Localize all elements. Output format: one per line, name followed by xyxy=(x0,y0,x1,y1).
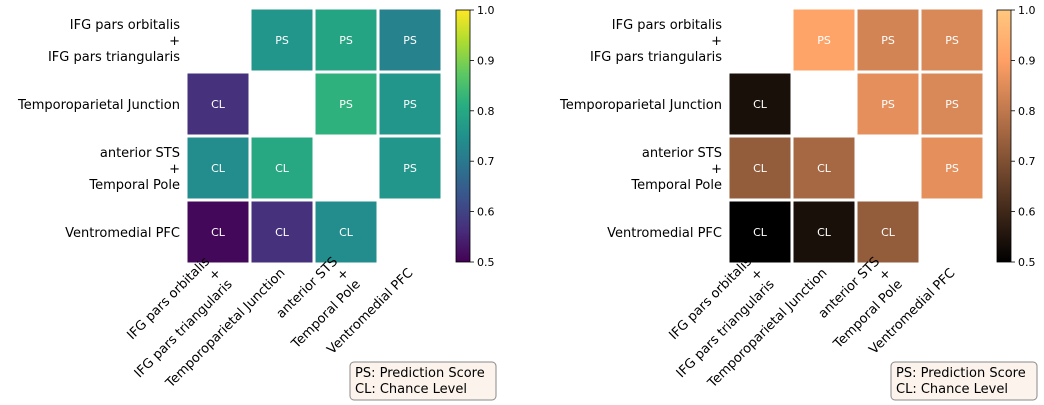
heatmap-cell xyxy=(921,137,983,199)
legend-box xyxy=(890,361,1038,401)
heatmap-cell xyxy=(857,9,919,71)
legend-entry: CL: Chance Level xyxy=(355,382,467,397)
colorbar-tick-label: 0.7 xyxy=(477,155,495,168)
legend-entry: PS: Prediction Score xyxy=(896,366,1026,381)
cell-label: CL xyxy=(211,226,226,239)
heatmap-cell xyxy=(921,73,983,135)
cell-label: PS xyxy=(275,34,289,47)
heatmap-cell xyxy=(251,201,313,263)
legend-entry: CL: Chance Level xyxy=(896,382,1008,397)
heatmap-cell xyxy=(793,9,855,71)
cell-label: CL xyxy=(275,162,290,175)
row-label: IFG pars orbitalis xyxy=(612,18,722,33)
cell-label: PS xyxy=(403,162,417,175)
heatmap-panel-left: PS PS PS CL PS PS CL CL PS CL CL CL IFG pars orbital… xyxy=(17,4,497,401)
row-label: Temporal Pole xyxy=(630,178,722,193)
heatmap-panel-right: PS PS PS CL PS PS CL CL PS CL CL CL IFG pars orbital… xyxy=(559,4,1038,401)
cell-label: PS xyxy=(339,98,353,111)
cell-label: CL xyxy=(753,226,768,239)
cell-label: CL xyxy=(753,98,768,111)
row-label: + xyxy=(169,34,180,49)
row-label: Temporoparietal Junction xyxy=(559,98,722,113)
row-label: IFG pars triangularis xyxy=(590,50,722,65)
row-label: + xyxy=(169,162,180,177)
heatmap-cell xyxy=(187,137,249,199)
colorbar-tick-label: 0.9 xyxy=(477,54,495,67)
heatmap-cell xyxy=(315,201,377,263)
row-label: anterior STS xyxy=(100,146,180,161)
column-label: IFG pars orbitalis+IFG pars triangularis xyxy=(125,254,236,381)
colorbar xyxy=(996,9,1012,263)
cell-label: PS xyxy=(339,34,353,47)
row-label: IFG pars triangularis xyxy=(48,50,180,65)
heatmap-cell xyxy=(729,73,791,135)
heatmap-cell xyxy=(729,137,791,199)
row-label: Temporal Pole xyxy=(88,178,180,193)
row-label: Temporoparietal Junction xyxy=(17,98,180,113)
cell-label: PS xyxy=(881,98,895,111)
heatmap-cell xyxy=(793,137,855,199)
cell-label: CL xyxy=(817,162,832,175)
row-label: + xyxy=(711,162,722,177)
legend-entry: PS: Prediction Score xyxy=(355,366,485,381)
colorbar-tick-label: 0.8 xyxy=(1018,105,1036,118)
row-label: anterior STS xyxy=(642,146,722,161)
heatmap-cell xyxy=(251,9,313,71)
cell-label: CL xyxy=(211,98,226,111)
heatmap-cell xyxy=(251,137,313,199)
heatmap-cell xyxy=(187,201,249,263)
cell-label: PS xyxy=(945,34,959,47)
colorbar-tick-label: 0.7 xyxy=(1018,155,1036,168)
colorbar-tick-label: 0.5 xyxy=(477,256,495,269)
cell-label: PS xyxy=(945,98,959,111)
colorbar-tick-label: 0.9 xyxy=(1018,54,1036,67)
colorbar-tick-label: 0.6 xyxy=(477,206,495,219)
row-label: Ventromedial PFC xyxy=(607,226,722,241)
cell-label: CL xyxy=(211,162,226,175)
heatmap-cell xyxy=(315,9,377,71)
cell-label: PS xyxy=(817,34,831,47)
heatmap-cell xyxy=(857,73,919,135)
heatmap-cell xyxy=(729,201,791,263)
cell-label: PS xyxy=(403,34,417,47)
heatmap-cell xyxy=(921,9,983,71)
cell-label: CL xyxy=(881,226,896,239)
cell-label: CL xyxy=(339,226,354,239)
colorbar-tick-label: 1.0 xyxy=(1018,4,1036,17)
colorbar xyxy=(455,9,471,263)
cell-label: CL xyxy=(817,226,832,239)
row-label: + xyxy=(711,34,722,49)
column-label-line: IFG pars orbitalis xyxy=(667,254,756,343)
column-label-line: IFG pars orbitalis xyxy=(125,254,214,343)
colorbar-tick-label: 0.6 xyxy=(1018,206,1036,219)
legend-box xyxy=(349,361,497,401)
row-label: IFG pars orbitalis xyxy=(70,18,180,33)
colorbar-tick-label: 0.5 xyxy=(1018,256,1036,269)
cell-label: PS xyxy=(881,34,895,47)
heatmap-cell xyxy=(379,73,441,135)
cell-label: PS xyxy=(945,162,959,175)
colorbar-tick-label: 0.8 xyxy=(477,105,495,118)
cell-label: PS xyxy=(403,98,417,111)
cell-label: CL xyxy=(753,162,768,175)
heatmap-cell xyxy=(793,201,855,263)
heatmap-cell xyxy=(379,137,441,199)
heatmap-cell xyxy=(857,201,919,263)
heatmap-cell xyxy=(379,9,441,71)
column-label: IFG pars orbitalis+IFG pars triangularis xyxy=(667,254,778,381)
cell-label: CL xyxy=(275,226,290,239)
heatmap-cell xyxy=(315,73,377,135)
colorbar-tick-label: 1.0 xyxy=(477,4,495,17)
row-label: Ventromedial PFC xyxy=(65,226,180,241)
heatmap-cell xyxy=(187,73,249,135)
